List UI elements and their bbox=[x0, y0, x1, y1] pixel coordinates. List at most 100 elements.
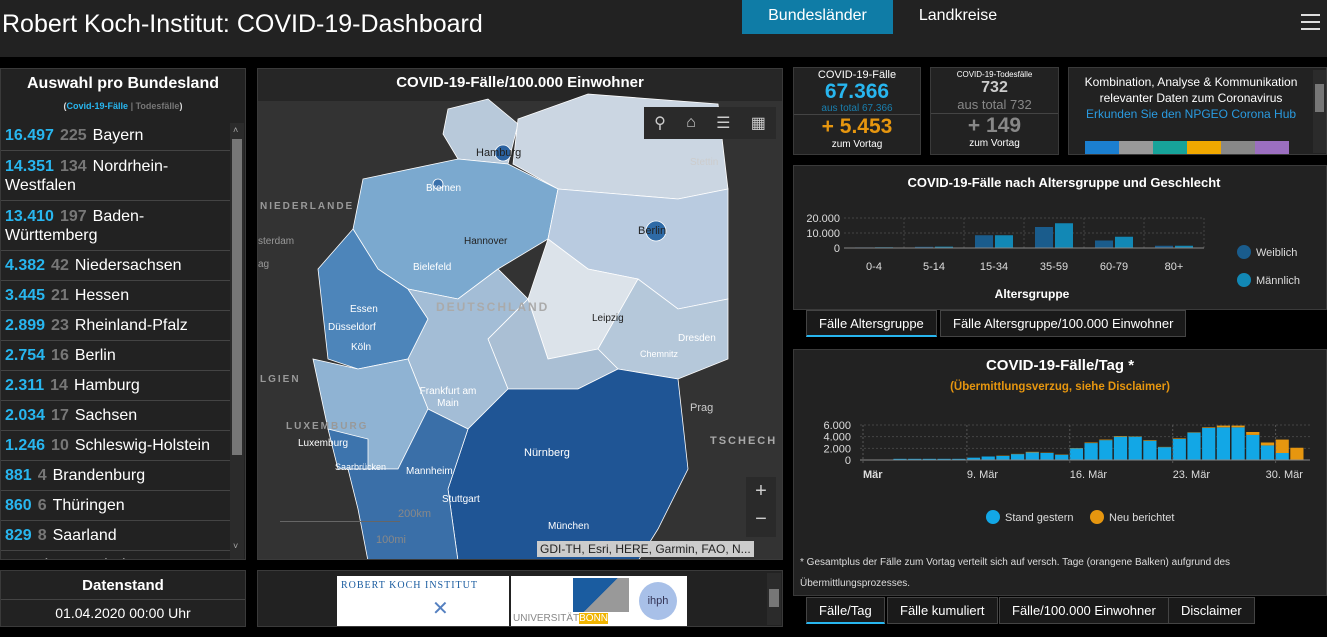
info-scrollbar[interactable] bbox=[1313, 70, 1326, 153]
list-item-text: 829 8 Saarland bbox=[5, 526, 117, 545]
state-name: Nordrhein-Westfalen bbox=[5, 157, 169, 194]
map-canvas[interactable] bbox=[258, 69, 783, 560]
cases-delta-label: zum Vortag bbox=[831, 139, 883, 150]
list-item[interactable]: 16.497 225 Bayern bbox=[1, 121, 230, 151]
map-label: Luxemburg bbox=[298, 438, 349, 449]
death-count: 16 bbox=[51, 347, 69, 364]
tab-f-lle-tag[interactable]: Fälle/Tag bbox=[806, 597, 885, 624]
list-item[interactable]: 2.754 16 Berlin bbox=[1, 341, 230, 371]
list-item-text: 16.497 225 Bayern bbox=[5, 126, 143, 145]
tab-f-lle-altersgruppe-100-000-einwohner[interactable]: Fälle Altersgruppe/100.000 Einwohner bbox=[940, 310, 1187, 337]
tab-f-lle-kumuliert[interactable]: Fälle kumuliert bbox=[887, 597, 998, 624]
tab-landkreise[interactable]: Landkreise bbox=[918, 7, 998, 24]
bar-weiblich bbox=[975, 235, 993, 248]
list-item[interactable]: 829 8 Saarland bbox=[1, 521, 230, 551]
map-label: Hannover bbox=[464, 236, 508, 247]
bar-stand-gestern bbox=[1202, 427, 1216, 460]
map-label: Prag bbox=[690, 402, 714, 414]
list-item[interactable]: 4.382 42 Niedersachsen bbox=[1, 251, 230, 281]
tab-f-lle-100-000-einwohner[interactable]: Fälle/100.000 Einwohner bbox=[999, 597, 1169, 624]
list-item[interactable]: 2.899 23 Rheinland-Pfalz bbox=[1, 311, 230, 341]
case-count: 829 bbox=[5, 527, 32, 544]
bar-neu-berichtet bbox=[1025, 451, 1039, 453]
home-icon[interactable]: ⌂ bbox=[686, 114, 696, 131]
list-item[interactable]: 2.034 17 Sachsen bbox=[1, 401, 230, 431]
map-panel[interactable]: Hamburg Bremen Stettin Berlin Hannover Bielef… bbox=[257, 68, 783, 560]
npgeo-hub-link[interactable]: Erkunden Sie den NPGEO Corona Hub bbox=[1085, 107, 1297, 121]
map-label: Stuttgart bbox=[442, 494, 480, 505]
case-count: 2.899 bbox=[5, 317, 46, 334]
x-tick-label: 9. Mär bbox=[967, 469, 999, 481]
zoom-in-button[interactable]: + bbox=[755, 480, 767, 502]
bar-neu-berichtet bbox=[1202, 427, 1216, 428]
rki-logo-text: ROBERT KOCH INSTITUT bbox=[341, 580, 478, 591]
map-label: Düsseldorf bbox=[328, 322, 376, 333]
state-name: Sachsen-Anhalt bbox=[17, 557, 130, 559]
scroll-down-icon[interactable]: ˅ bbox=[233, 541, 239, 551]
list-item-text: Sachsen-Anhalt bbox=[5, 556, 130, 559]
daily-chart-title: COVID-19-Fälle/Tag * bbox=[985, 357, 1135, 374]
scroll-up-icon[interactable]: ˄ bbox=[233, 125, 239, 135]
cases-total: aus total 67.366 bbox=[821, 103, 893, 114]
basemap-gallery-icon[interactable]: ▦ bbox=[750, 115, 766, 132]
datenstand-title: Datenstand bbox=[82, 577, 164, 594]
bar-neu-berichtet bbox=[1231, 425, 1245, 428]
list-item[interactable]: 3.445 21 Hessen bbox=[1, 281, 230, 311]
bar-neu-berichtet bbox=[1216, 425, 1230, 428]
cases-label: COVID-19-Fälle bbox=[817, 69, 897, 81]
deaths-total: aus total 732 bbox=[957, 97, 1032, 112]
state-name: Hessen bbox=[74, 287, 130, 304]
logos-scrollbar[interactable] bbox=[767, 573, 781, 625]
death-count: 10 bbox=[51, 437, 69, 454]
rki-logo[interactable]: ROBERT KOCH INSTITUT ✕ bbox=[337, 576, 509, 626]
x-tick-label: 30. Mär bbox=[1266, 469, 1304, 481]
list-item[interactable]: 2.311 14 Hamburg bbox=[1, 371, 230, 401]
list-item[interactable]: 13.410 197 Baden-Württemberg bbox=[1, 201, 230, 251]
tab-disclaimer[interactable]: Disclaimer bbox=[1168, 597, 1255, 624]
death-count: 8 bbox=[37, 527, 47, 544]
uni-bonn-logo[interactable]: UNIVERSITÄTBONN ihph bbox=[511, 576, 687, 626]
legend-list-icon[interactable]: ☰ bbox=[716, 115, 731, 132]
cases-card: COVID-19-Fälle 67.366 aus total 67.366 +… bbox=[793, 67, 921, 155]
bar-stand-gestern bbox=[1084, 443, 1098, 460]
list-item[interactable]: 1.246 10 Schleswig-Holstein bbox=[1, 431, 230, 461]
hub-icon-4[interactable] bbox=[1187, 141, 1221, 154]
menu-icon[interactable] bbox=[1301, 14, 1320, 35]
list-item-text: 1.246 10 Schleswig-Holstein bbox=[5, 436, 210, 455]
death-count: 21 bbox=[51, 287, 69, 304]
bar-stand-gestern bbox=[937, 458, 951, 460]
list-item[interactable]: 881 4 Brandenburg bbox=[1, 461, 230, 491]
case-count: 2.311 bbox=[5, 377, 45, 394]
case-count: 1.246 bbox=[5, 437, 46, 454]
list-scrollbar[interactable]: ˄ ˅ bbox=[230, 123, 244, 559]
legend-swatch bbox=[986, 510, 1000, 524]
logos-panel: ROBERT KOCH INSTITUT ✕ UNIVERSITÄTBONN i… bbox=[257, 570, 783, 627]
bar-stand-gestern bbox=[1011, 454, 1025, 460]
y-tick-label: 10.000 bbox=[806, 228, 840, 240]
list-item[interactable]: 14.351 134 Nordrhein-Westfalen bbox=[1, 151, 230, 201]
tab-f-lle-altersgruppe[interactable]: Fälle Altersgruppe bbox=[806, 310, 937, 337]
bar-stand-gestern bbox=[1069, 448, 1083, 460]
deaths-value: 732 bbox=[981, 79, 1008, 96]
map-attribution[interactable]: GDI-TH, Esri, HERE, Garmin, FAO, N... bbox=[537, 541, 754, 557]
hub-icon-1[interactable] bbox=[1085, 141, 1119, 154]
map-label: Berlin bbox=[638, 225, 667, 237]
hub-icon-5[interactable] bbox=[1221, 141, 1255, 154]
y-tick-label: 2.000 bbox=[823, 443, 851, 455]
hub-icon-6[interactable] bbox=[1255, 141, 1289, 154]
hub-icon-2[interactable] bbox=[1119, 141, 1153, 154]
search-icon[interactable]: ⚲ bbox=[654, 115, 666, 132]
bar-stand-gestern bbox=[1025, 452, 1039, 460]
case-count: 860 bbox=[5, 497, 32, 514]
hub-icon-3[interactable] bbox=[1153, 141, 1187, 154]
tab-bundeslaender[interactable]: Bundesländer bbox=[742, 0, 893, 34]
bar-stand-gestern bbox=[952, 458, 966, 460]
state-name: Bayern bbox=[92, 127, 144, 144]
bar-stand-gestern bbox=[1216, 427, 1230, 460]
scroll-thumb[interactable] bbox=[232, 139, 242, 455]
list-item[interactable]: Sachsen-Anhalt bbox=[1, 551, 230, 559]
list-item-text: 860 6 Thüringen bbox=[5, 496, 125, 515]
zoom-out-button[interactable]: − bbox=[755, 508, 767, 530]
bar-männlich bbox=[1115, 236, 1133, 248]
list-item[interactable]: 860 6 Thüringen bbox=[1, 491, 230, 521]
